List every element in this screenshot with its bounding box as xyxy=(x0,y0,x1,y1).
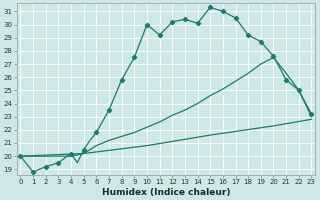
X-axis label: Humidex (Indice chaleur): Humidex (Indice chaleur) xyxy=(102,188,230,197)
